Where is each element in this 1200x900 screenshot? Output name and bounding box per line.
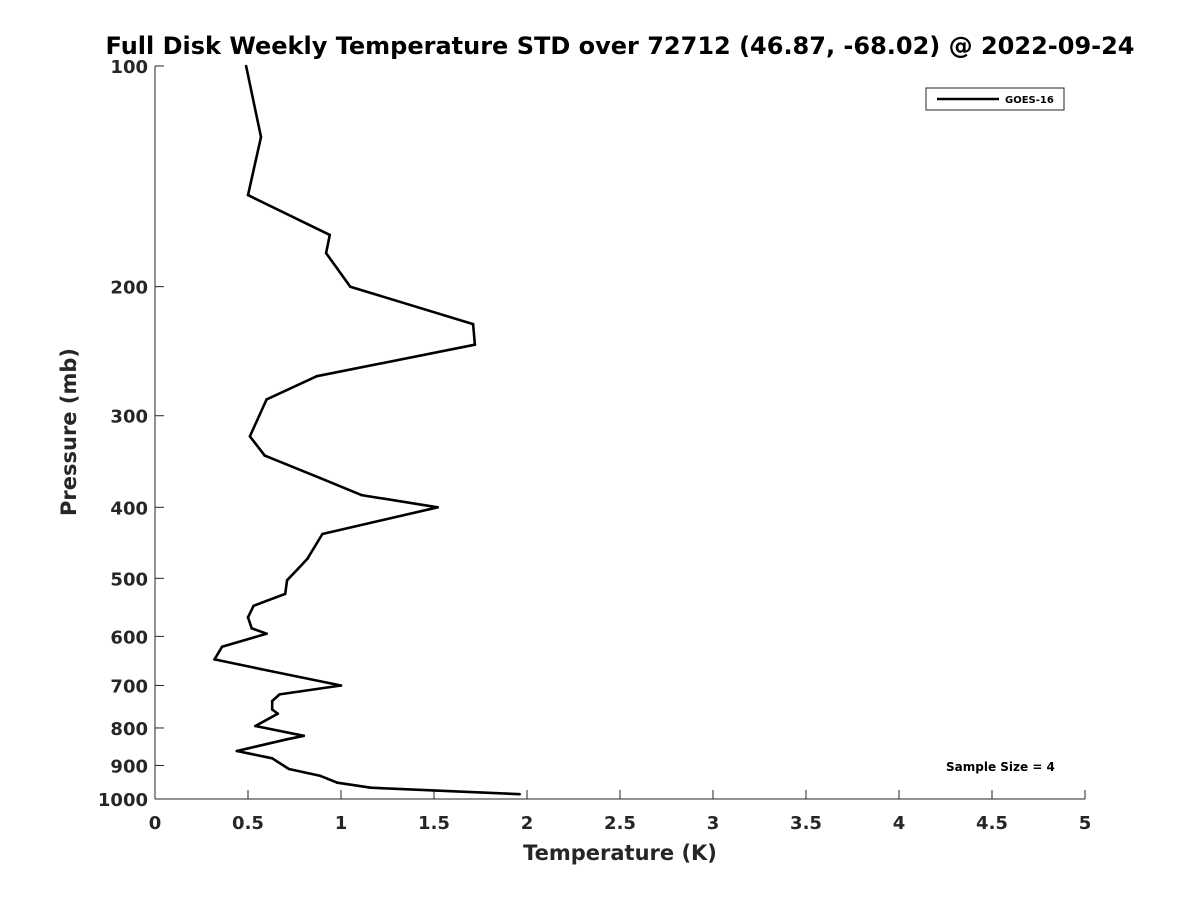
x-tick-label: 0 [149,813,162,834]
data-point [270,699,274,703]
x-tick-label: 3 [707,813,720,834]
data-point [283,738,287,741]
data-point [321,532,324,536]
data-point [278,693,281,696]
data-point [254,724,257,728]
legend-label: GOES-16 [1005,95,1054,106]
data-point [324,251,328,255]
data-point [473,343,477,347]
x-tick-label: 5 [1079,813,1092,834]
data-point [265,398,268,401]
data-point [339,684,343,687]
data-point [315,374,319,378]
data-point [252,604,255,608]
data-point [287,767,291,771]
y-tick-label: 900 [110,756,148,777]
y-tick-label: 600 [110,627,148,648]
x-tick-label: 2 [521,813,534,834]
data-point [246,193,250,197]
data-point [259,135,263,139]
data-point [276,712,280,715]
y-tick-label: 300 [110,407,148,428]
data-point [285,578,289,582]
x-axis-label: Temperature (K) [523,841,717,865]
y-tick-label: 200 [110,278,148,299]
data-point [336,781,339,784]
x-tick-label: 3.5 [790,813,822,834]
data-point [263,454,267,457]
data-point [213,658,216,661]
data-point [306,557,309,560]
chart-title: Full Disk Weekly Temperature STD over 72… [106,32,1135,60]
y-axis-label: Pressure (mb) [57,348,81,516]
y-tick-label: 500 [110,569,148,590]
series-points [213,64,521,796]
y-tick-label: 100 [110,57,148,78]
sample-size-annotation: Sample Size = 4 [946,760,1055,774]
x-tick-label: 2.5 [604,813,636,834]
plot-area [155,66,1085,799]
x-tick-label: 4 [893,813,906,834]
y-tick-label: 800 [110,719,148,740]
data-point [283,592,287,596]
x-tick-label: 0.5 [232,813,264,834]
x-tick-label: 4.5 [976,813,1008,834]
y-tick-label: 1000 [98,790,148,811]
data-point [270,708,274,711]
data-point [360,493,363,497]
data-point [246,616,250,619]
data-point [369,786,373,789]
data-point [265,632,268,635]
data-point [296,567,300,570]
y-tick-label: 700 [110,676,148,697]
legend: GOES-16 [925,87,1065,111]
x-ticks: 0 0.5 1 1.5 2 2.5 3 3.5 4 4.5 5 [149,790,1092,834]
data-point [270,757,274,760]
data-point [259,667,263,671]
x-tick-label: 1 [335,813,348,834]
x-tick-label: 1.5 [418,813,450,834]
data-point [319,476,322,480]
data-point [328,233,332,237]
data-point [518,792,521,796]
data-point [244,64,248,68]
data-point [248,435,252,438]
data-point [349,285,352,289]
data-point [235,749,239,753]
data-point [302,734,306,738]
data-point [319,774,322,778]
data-point [220,645,224,649]
data-point [471,322,475,326]
y-ticks: 100 200 300 400 500 600 700 800 900 1000 [98,57,164,811]
y-tick-label: 400 [110,498,148,519]
series-line-goes16 [213,65,520,796]
data-point [436,506,440,509]
data-point [250,627,253,630]
